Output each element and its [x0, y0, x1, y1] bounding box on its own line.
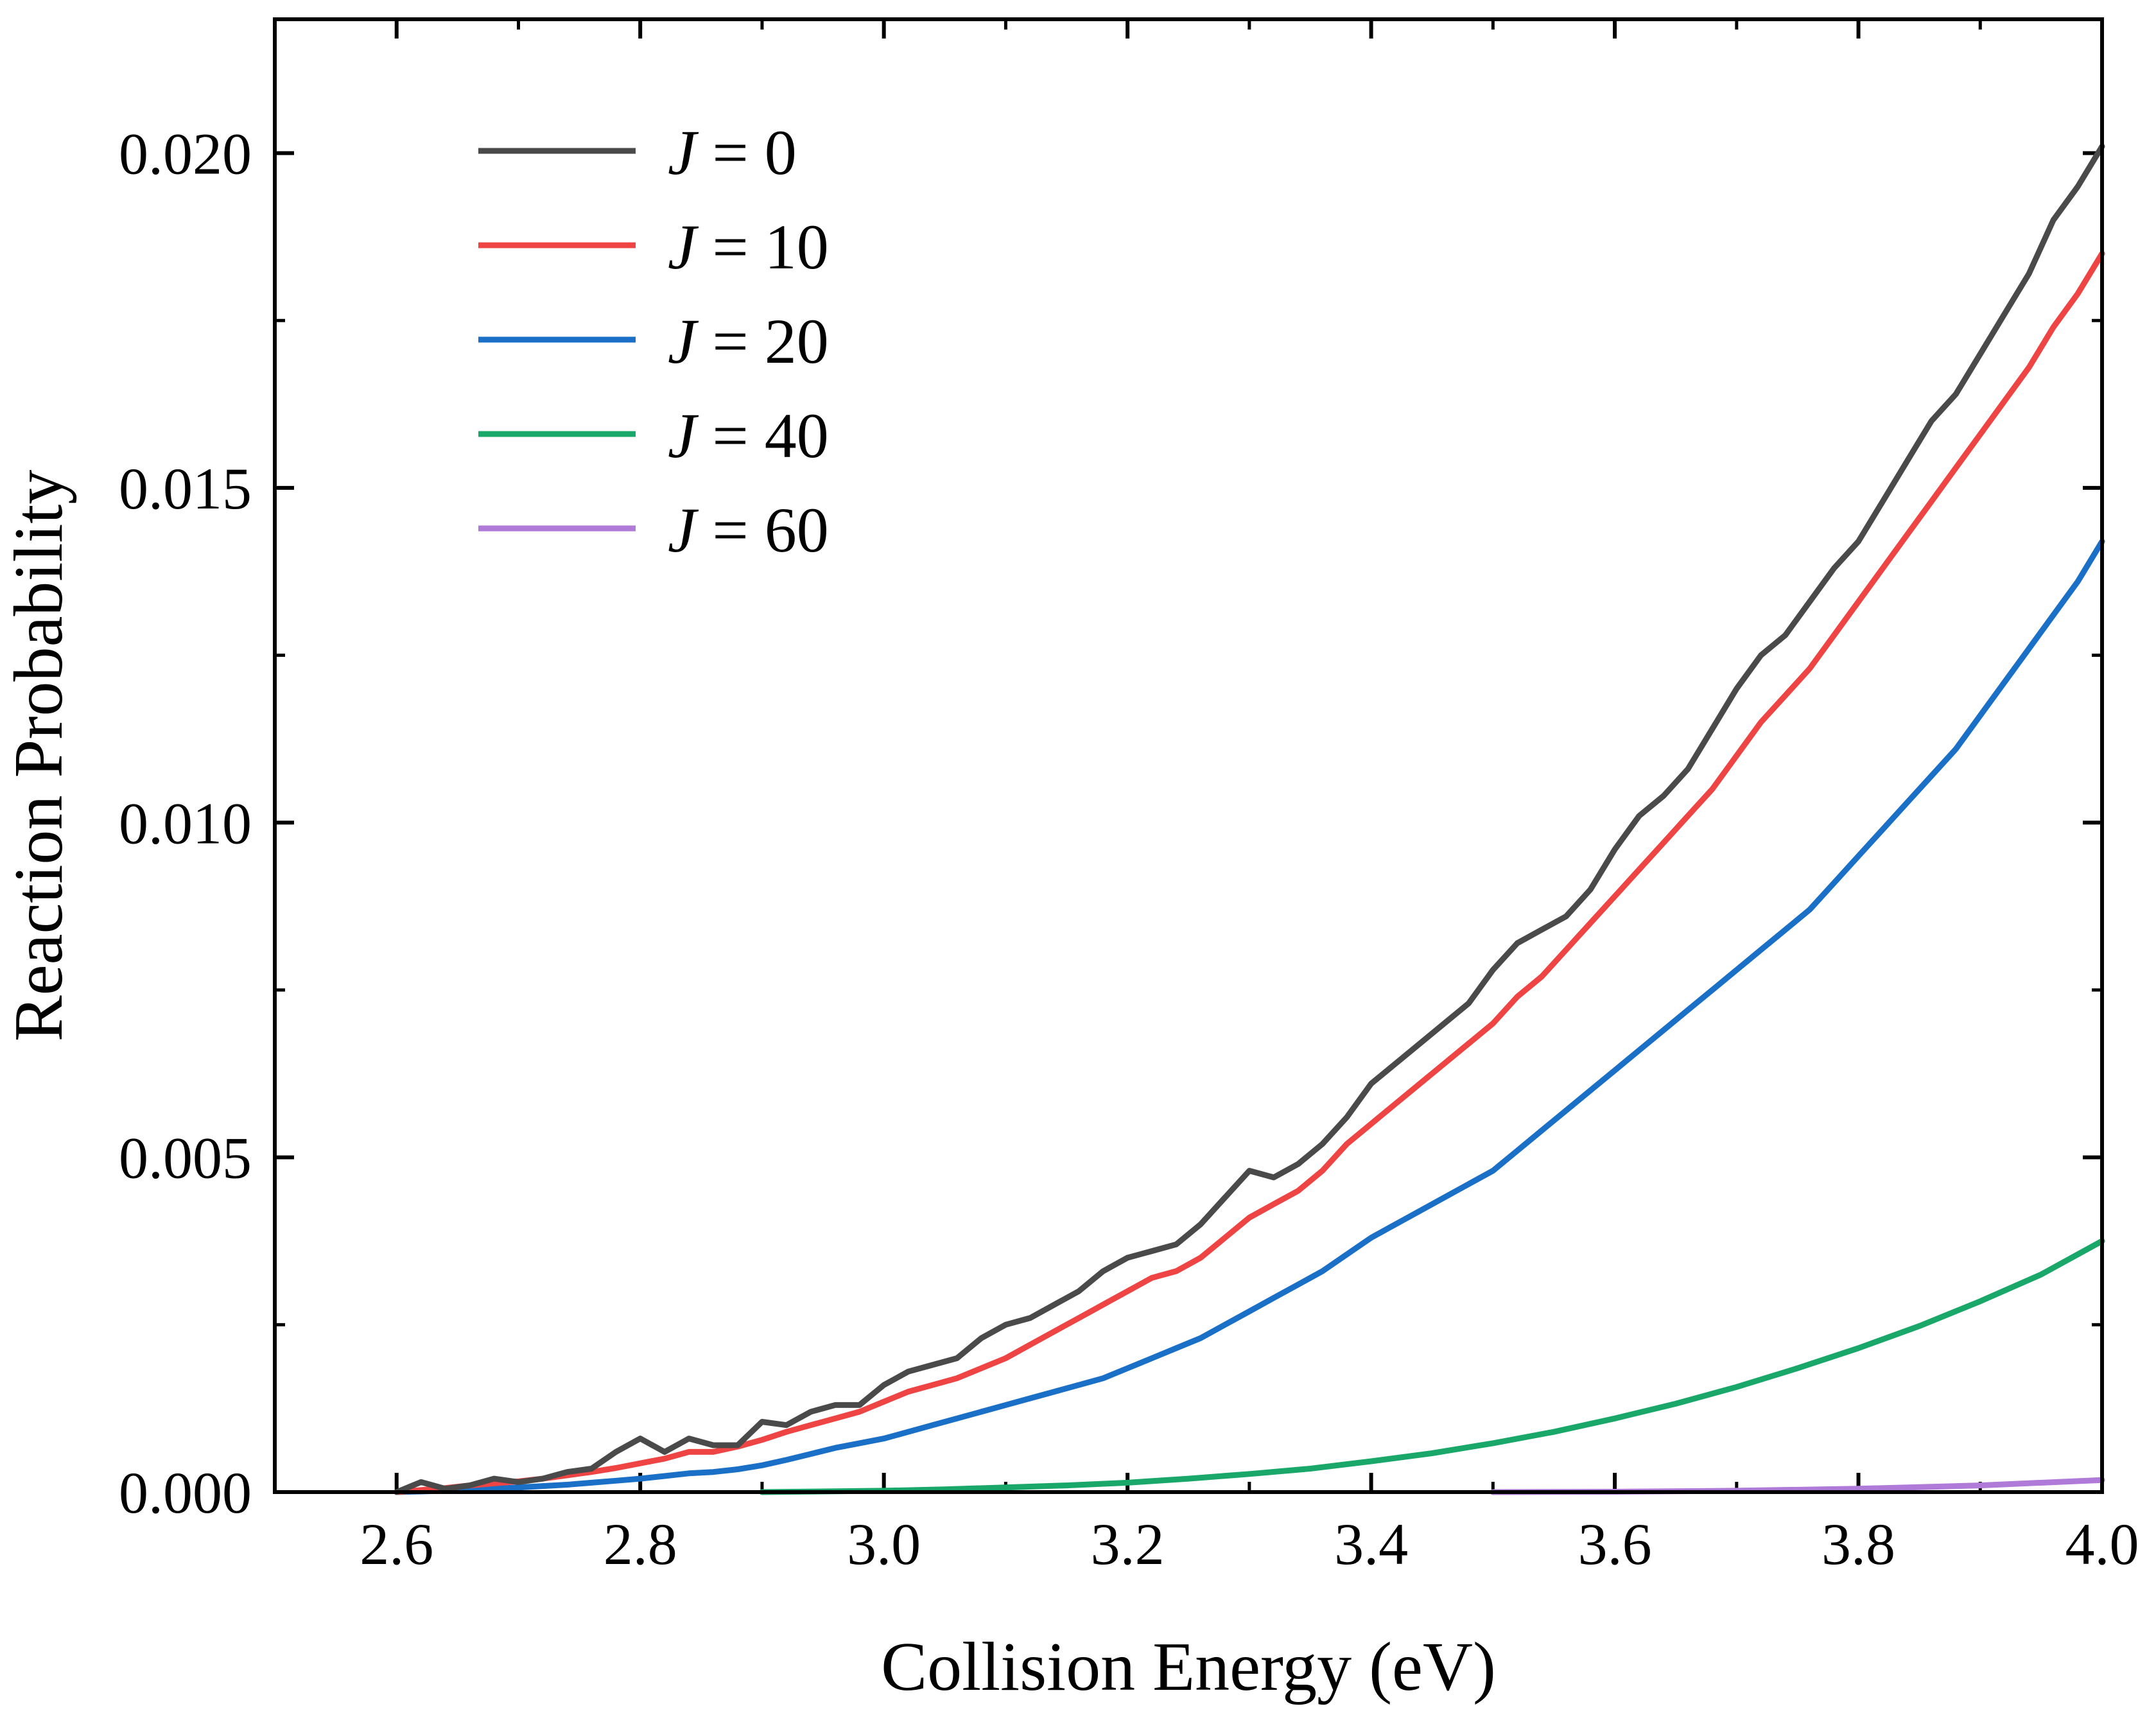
x-tick-label: 3.0 — [847, 1511, 921, 1577]
series-line-20 — [394, 538, 2105, 1495]
tick-layer — [273, 19, 2104, 1494]
x-tick-label: 4.0 — [2065, 1511, 2139, 1577]
x-tick-label: 3.8 — [1821, 1511, 1895, 1577]
legend-label-variable: J — [668, 211, 699, 282]
legend-label-variable: J — [668, 400, 699, 471]
y-tick-label: 0.020 — [119, 121, 252, 187]
legend-label-value: = 60 — [696, 494, 828, 566]
x-axis-title: Collision Energy (eV) — [881, 1629, 1496, 1705]
legend-label-value: = 10 — [696, 211, 828, 282]
series-line-10 — [394, 250, 2105, 1495]
legend-label: J = 40 — [668, 400, 829, 471]
series-line-40 — [759, 1238, 2105, 1495]
y-axis-title: Reaction Probability — [1, 470, 77, 1042]
x-tick-label: 3.6 — [1578, 1511, 1652, 1577]
legend: J = 0J = 10J = 20J = 40J = 60 — [478, 117, 829, 566]
legend-label-variable: J — [668, 494, 699, 566]
legend-label: J = 10 — [668, 211, 829, 282]
x-tick-label: 3.2 — [1091, 1511, 1165, 1577]
x-tick-label: 3.4 — [1334, 1511, 1408, 1577]
legend-label: J = 60 — [668, 494, 829, 566]
legend-label-value: = 20 — [696, 306, 828, 377]
y-tick-label: 0.010 — [119, 790, 252, 856]
y-tick-label: 0.000 — [119, 1460, 252, 1525]
x-tick-label: 2.8 — [604, 1511, 677, 1577]
series-layer — [394, 143, 2105, 1495]
legend-label: J = 20 — [668, 306, 829, 377]
plot-frame — [273, 17, 2104, 1494]
y-tick-label: 0.015 — [119, 456, 252, 521]
x-tick-label: 2.6 — [360, 1511, 433, 1577]
legend-label-variable: J — [668, 117, 699, 188]
series-line-0 — [394, 143, 2105, 1495]
legend-label-value: = 0 — [696, 117, 796, 188]
legend-label-variable: J — [668, 306, 699, 377]
legend-label: J = 0 — [668, 117, 797, 188]
tick-label-layer: 2.6 2.8 3.0 3.2 3.4 3.6 3.8 4.0 0.000 0.005 0.010 0… — [119, 121, 2139, 1577]
legend-label-value: = 40 — [696, 400, 828, 471]
y-tick-label: 0.005 — [119, 1125, 252, 1191]
